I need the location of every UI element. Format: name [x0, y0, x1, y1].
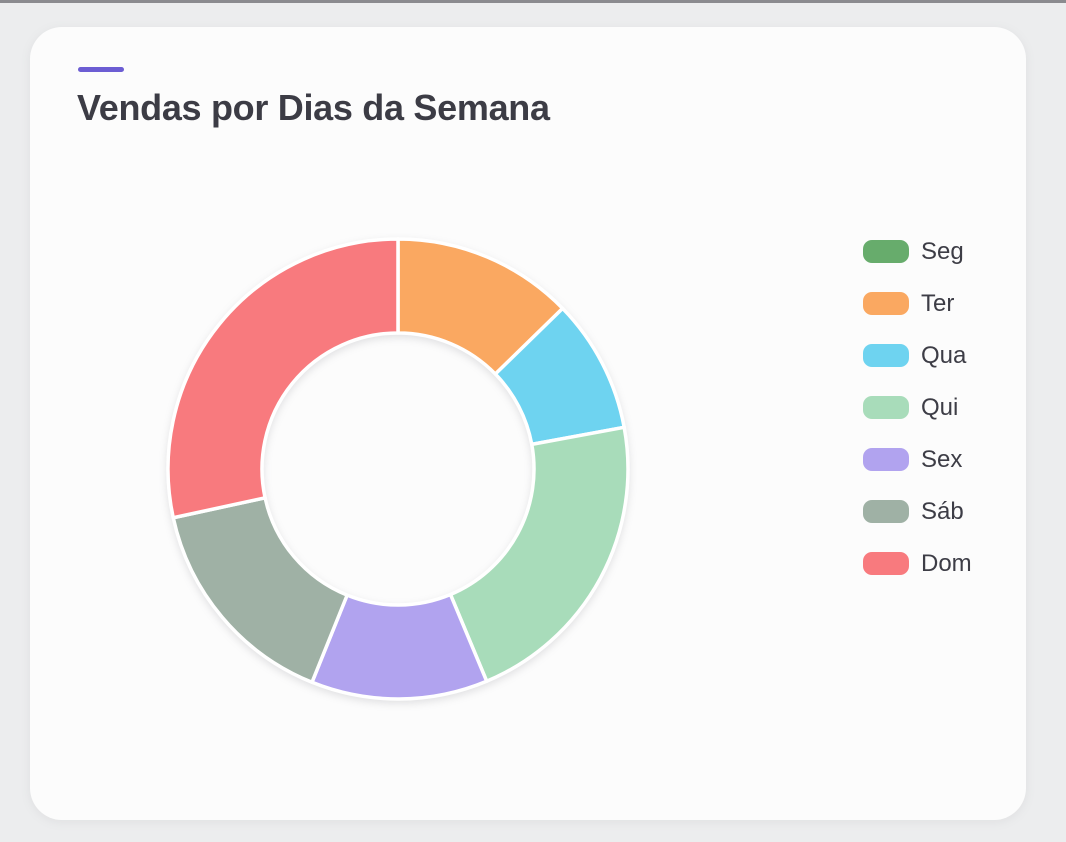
legend-label: Qui	[921, 394, 959, 421]
legend-label: Ter	[921, 290, 955, 317]
donut-slice-Qui[interactable]	[448, 425, 630, 683]
legend-marker-Sáb	[863, 500, 909, 523]
legend-marker-Seg	[863, 240, 909, 263]
donut-chart	[166, 237, 630, 701]
legend-label: Sáb	[921, 498, 964, 525]
legend-item-Seg[interactable]: Seg	[863, 238, 972, 265]
legend-marker-Qui	[863, 396, 909, 419]
chart-legend: Seg Ter Qua Qui Sex Sáb Dom	[863, 238, 972, 577]
chart-title: Vendas por Dias da Semana	[77, 87, 550, 128]
legend-item-Qui[interactable]: Qui	[863, 394, 972, 421]
legend-item-Sáb[interactable]: Sáb	[863, 498, 972, 525]
legend-marker-Ter	[863, 292, 909, 315]
title-accent-bar	[78, 67, 124, 72]
legend-label: Qua	[921, 342, 967, 369]
window-top-edge	[0, 0, 1066, 3]
donut-slice-Sáb[interactable]	[171, 496, 349, 685]
legend-item-Qua[interactable]: Qua	[863, 342, 972, 369]
legend-label: Seg	[921, 238, 964, 265]
legend-label: Sex	[921, 446, 963, 473]
legend-item-Ter[interactable]: Ter	[863, 290, 972, 317]
legend-marker-Sex	[863, 448, 909, 471]
legend-item-Dom[interactable]: Dom	[863, 550, 972, 577]
legend-marker-Qua	[863, 344, 909, 367]
legend-item-Sex[interactable]: Sex	[863, 446, 972, 473]
legend-marker-Dom	[863, 552, 909, 575]
donut-slice-Dom[interactable]	[166, 237, 400, 520]
chart-card: Vendas por Dias da Semana Seg Ter Qua Qui Se…	[30, 27, 1026, 820]
legend-label: Dom	[921, 550, 972, 577]
